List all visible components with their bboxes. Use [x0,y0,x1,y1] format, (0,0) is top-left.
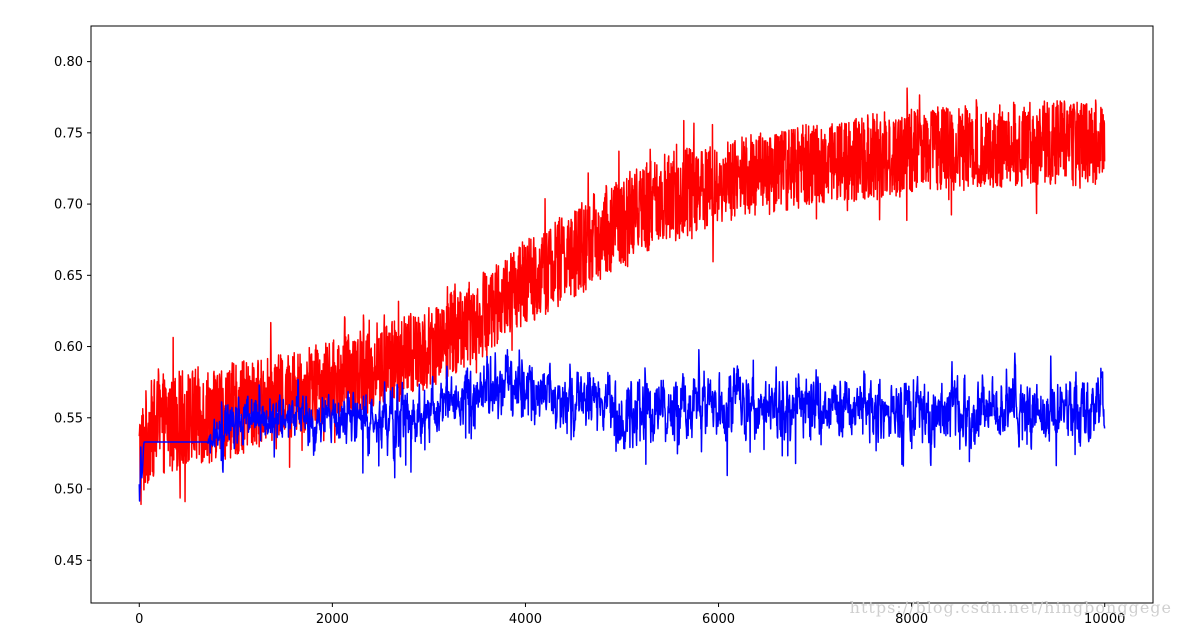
x-tick-label: 10000 [1084,612,1125,627]
plot-frame [90,25,1154,604]
x-tick-label: 8000 [895,612,928,627]
series-line-blue [138,348,1106,502]
y-tick-label: 0.80 [54,55,83,70]
y-tick-label: 0.55 [54,411,83,426]
series-layer [138,87,1106,506]
watermark-text: https://blog.csdn.net/hingbonggege [850,598,1172,617]
plot-area-background [91,26,1153,603]
y-tick-label: 0.45 [54,554,83,569]
x-axis: 0 2000 4000 6000 8000 10000 [135,603,1125,627]
y-tick-label: 0.60 [54,340,83,355]
x-tick-label: 6000 [702,612,735,627]
x-tick-label: 4000 [509,612,542,627]
y-tick-label: 0.65 [54,269,83,284]
series-line-red [138,87,1106,506]
x-tick-label: 0 [135,612,143,627]
y-axis: 0.45 0.50 0.55 0.60 0.65 0.70 0.75 0.80 [54,55,91,569]
x-tick-label: 2000 [316,612,349,627]
y-tick-label: 0.70 [54,198,83,213]
y-tick-label: 0.75 [54,126,83,141]
y-tick-label: 0.50 [54,483,83,498]
